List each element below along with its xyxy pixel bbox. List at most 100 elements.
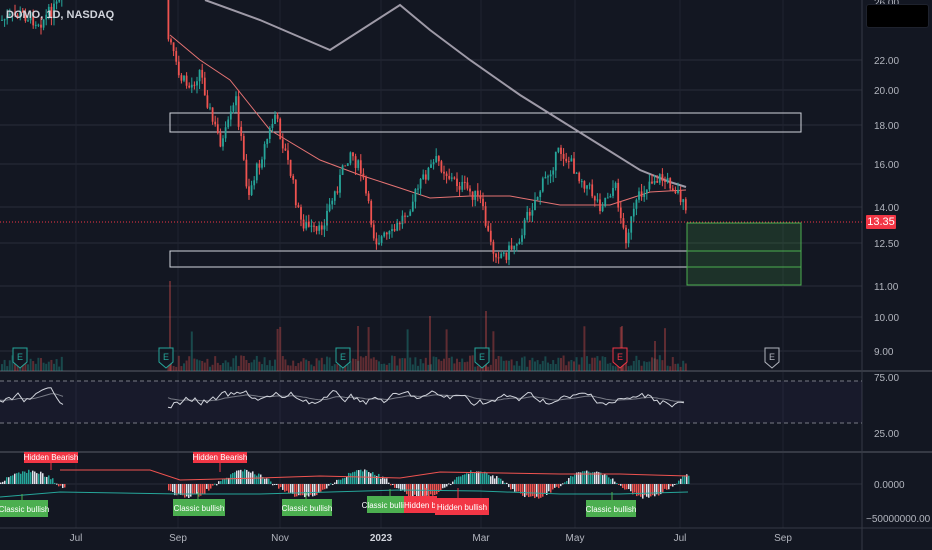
candle[interactable] — [554, 151, 557, 178]
candle[interactable] — [284, 143, 287, 151]
candle[interactable] — [437, 155, 440, 166]
candle[interactable] — [531, 202, 534, 223]
candle[interactable] — [188, 82, 191, 89]
candle[interactable] — [656, 175, 659, 183]
candle[interactable] — [570, 155, 573, 162]
candle[interactable] — [19, 6, 22, 21]
candle[interactable] — [193, 81, 196, 90]
candle[interactable] — [237, 89, 240, 131]
candle[interactable] — [677, 182, 679, 195]
candle[interactable] — [29, 11, 32, 24]
candle[interactable] — [177, 55, 180, 78]
candle[interactable] — [367, 190, 370, 204]
candle[interactable] — [684, 197, 687, 214]
candle[interactable] — [469, 185, 471, 196]
candle[interactable] — [557, 147, 560, 154]
candle[interactable] — [411, 194, 414, 213]
rsi-line[interactable] — [0, 387, 685, 409]
candle[interactable] — [502, 250, 505, 257]
candle[interactable] — [565, 152, 568, 163]
candle[interactable] — [417, 184, 419, 195]
candle[interactable] — [346, 163, 349, 167]
candle[interactable] — [567, 156, 570, 169]
candle[interactable] — [541, 176, 544, 193]
candle[interactable] — [11, 11, 14, 22]
candle[interactable] — [552, 167, 555, 183]
candle[interactable] — [388, 230, 391, 240]
candle[interactable] — [310, 219, 313, 233]
oscillator-histogram[interactable] — [0, 469, 690, 499]
candle[interactable] — [466, 177, 469, 191]
candle[interactable] — [396, 218, 399, 232]
candle[interactable] — [534, 192, 536, 211]
candle[interactable] — [573, 152, 575, 175]
candle[interactable] — [380, 235, 383, 246]
hidden-bullish-label[interactable]: Hidden b — [404, 488, 437, 513]
candle[interactable] — [266, 138, 269, 148]
candle[interactable] — [458, 182, 461, 197]
candle[interactable] — [414, 188, 417, 209]
candle[interactable] — [432, 159, 435, 170]
candle[interactable] — [508, 241, 510, 266]
candle[interactable] — [196, 76, 198, 94]
candle[interactable] — [333, 190, 336, 205]
resistance-zone-box[interactable] — [169, 112, 802, 133]
candle[interactable] — [424, 170, 427, 184]
candle[interactable] — [653, 175, 656, 185]
candle[interactable] — [245, 154, 248, 189]
candle[interactable] — [443, 165, 445, 180]
candle[interactable] — [383, 231, 386, 238]
hidden-bullish-label-2[interactable]: Hidden bullish — [435, 488, 489, 515]
candle[interactable] — [274, 111, 276, 125]
candle[interactable] — [206, 90, 209, 109]
candle[interactable] — [489, 223, 492, 246]
candle[interactable] — [528, 208, 531, 223]
candle[interactable] — [378, 234, 380, 246]
earnings-marker[interactable]: E — [335, 347, 351, 369]
candle[interactable] — [300, 204, 302, 227]
candle[interactable] — [612, 180, 614, 199]
candle[interactable] — [599, 193, 601, 215]
candle[interactable] — [544, 171, 547, 179]
candle[interactable] — [484, 201, 487, 228]
earnings-marker[interactable]: E — [612, 347, 628, 369]
candle[interactable] — [279, 117, 282, 140]
candle[interactable] — [302, 214, 305, 232]
candle[interactable] — [263, 141, 266, 168]
candle[interactable] — [456, 172, 458, 192]
candle[interactable] — [58, 0, 61, 3]
candle[interactable] — [500, 252, 503, 259]
candle[interactable] — [448, 168, 451, 181]
candle[interactable] — [276, 112, 279, 123]
candle[interactable] — [354, 153, 357, 176]
time-axis[interactable]: Jul Sep Nov 2023 Mar May Jul Sep — [70, 533, 793, 544]
candle[interactable] — [227, 116, 230, 130]
candle[interactable] — [648, 174, 651, 192]
candle[interactable] — [344, 165, 347, 167]
candle[interactable] — [625, 225, 627, 249]
earnings-marker[interactable]: E — [764, 347, 780, 369]
candle[interactable] — [674, 186, 677, 195]
candle[interactable] — [593, 195, 596, 207]
candle[interactable] — [471, 191, 474, 207]
candle[interactable] — [40, 17, 42, 35]
candle[interactable] — [6, 9, 9, 25]
candle[interactable] — [632, 202, 635, 222]
candle[interactable] — [513, 245, 516, 255]
symbol-title[interactable]: DOMO, 1D, NASDAQ — [6, 9, 115, 21]
candle[interactable] — [575, 171, 578, 174]
candle[interactable] — [409, 209, 412, 217]
candle[interactable] — [232, 102, 235, 114]
candle[interactable] — [427, 166, 430, 181]
candle[interactable] — [638, 187, 640, 203]
candle[interactable] — [562, 148, 565, 167]
candle[interactable] — [492, 239, 495, 262]
candle[interactable] — [583, 180, 586, 193]
candle[interactable] — [185, 72, 188, 89]
candle[interactable] — [8, 8, 11, 17]
candle[interactable] — [495, 252, 497, 264]
candle[interactable] — [287, 142, 289, 165]
candle[interactable] — [476, 183, 479, 202]
candle[interactable] — [32, 9, 35, 29]
candle[interactable] — [497, 251, 500, 264]
